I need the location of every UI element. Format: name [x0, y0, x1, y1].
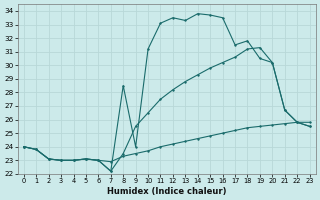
X-axis label: Humidex (Indice chaleur): Humidex (Indice chaleur)	[107, 187, 227, 196]
